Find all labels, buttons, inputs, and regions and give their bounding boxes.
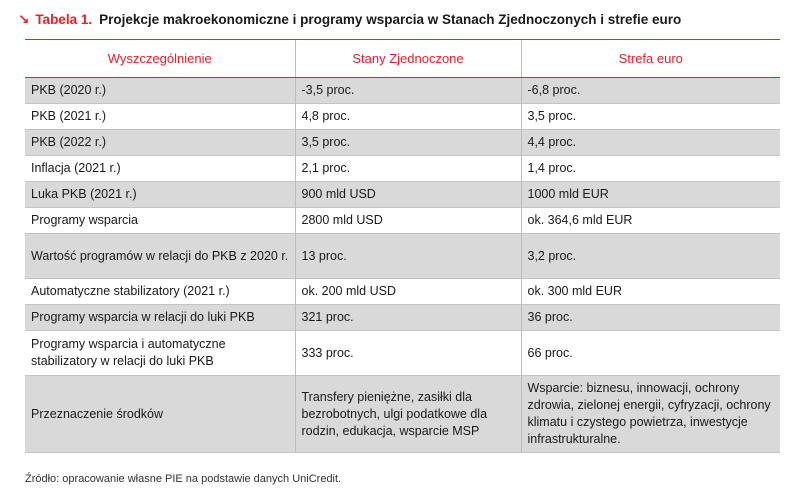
row-label: PKB (2022 r.) <box>25 129 295 156</box>
eurozone-value: -6,8 proc. <box>520 77 780 104</box>
row-label: Programy wsparcia w relacji do luki PKB <box>25 304 295 331</box>
eurozone-value: Wsparcie: biznesu, innowacji, ochrony zd… <box>520 375 780 453</box>
us-value: ok. 200 mld USD <box>294 278 521 305</box>
row-label: Automatyczne stabilizatory (2021 r.) <box>25 278 295 305</box>
us-value: 333 proc. <box>294 330 521 376</box>
eurozone-value: 4,4 proc. <box>520 129 780 156</box>
table-row: Programy wsparcia i automatyczne stabili… <box>25 330 780 376</box>
row-label: Programy wsparcia <box>25 207 295 234</box>
eurozone-value: 3,2 proc. <box>520 233 780 279</box>
table-row: Przeznaczenie środków Transfery pieniężn… <box>25 375 780 453</box>
row-label: Wartość programów w relacji do PKB z 202… <box>25 233 295 279</box>
source-note: Źródło: opracowanie własne PIE na podsta… <box>25 473 342 485</box>
us-value: 2,1 proc. <box>294 155 521 182</box>
header-cell-eurozone: Strefa euro <box>520 39 780 78</box>
row-label: Luka PKB (2021 r.) <box>25 181 295 208</box>
us-value: 3,5 proc. <box>294 129 521 156</box>
table-title-text: Projekcje makroekonomiczne i programy ws… <box>99 12 682 27</box>
table-row: Inflacja (2021 r.) 2,1 proc. 1,4 proc. <box>25 155 780 182</box>
eurozone-value: ok. 364,6 mld EUR <box>520 207 780 234</box>
row-label: PKB (2020 r.) <box>25 77 295 104</box>
us-value: Transfery pieniężne, zasiłki dla bezrobo… <box>294 375 521 453</box>
header-row: Wyszczególnienie Stany Zjednoczone Stref… <box>25 39 780 78</box>
eurozone-value: 1,4 proc. <box>520 155 780 182</box>
us-value: 13 proc. <box>294 233 521 279</box>
eurozone-value: 66 proc. <box>520 330 780 376</box>
arrow-down-right-icon: ↘ <box>18 12 30 27</box>
table-row: PKB (2021 r.) 4,8 proc. 3,5 proc. <box>25 103 780 130</box>
eurozone-value: 1000 mld EUR <box>520 181 780 208</box>
us-value: -3,5 proc. <box>294 77 521 104</box>
row-label: PKB (2021 r.) <box>25 103 295 130</box>
table-row: PKB (2020 r.) -3,5 proc. -6,8 proc. <box>25 77 780 104</box>
table-row: Programy wsparcia 2800 mld USD ok. 364,6… <box>25 207 780 234</box>
table-row: PKB (2022 r.) 3,5 proc. 4,4 proc. <box>25 129 780 156</box>
us-value: 900 mld USD <box>294 181 521 208</box>
eurozone-value: ok. 300 mld EUR <box>520 278 780 305</box>
table-row: Wartość programów w relacji do PKB z 202… <box>25 233 780 279</box>
table-title: ↘ Tabela 1. Projekcje makroekonomiczne i p… <box>18 12 681 28</box>
us-value: 321 proc. <box>294 304 521 331</box>
us-value: 4,8 proc. <box>294 103 521 130</box>
row-label: Programy wsparcia i automatyczne stabili… <box>25 330 295 376</box>
row-label: Inflacja (2021 r.) <box>25 155 295 182</box>
eurozone-value: 36 proc. <box>520 304 780 331</box>
table-row: Programy wsparcia w relacji do luki PKB … <box>25 304 780 331</box>
header-cell-us: Stany Zjednoczone <box>294 39 521 78</box>
us-value: 2800 mld USD <box>294 207 521 234</box>
table-row: Automatyczne stabilizatory (2021 r.) ok.… <box>25 278 780 305</box>
table-row: Luka PKB (2021 r.) 900 mld USD 1000 mld … <box>25 181 780 208</box>
row-label: Przeznaczenie środków <box>25 375 295 453</box>
table-label: Tabela 1. <box>35 12 93 27</box>
header-cell-item: Wyszczególnienie <box>25 39 295 78</box>
data-table: Wyszczególnienie Stany Zjednoczone Stref… <box>25 39 780 453</box>
eurozone-value: 3,5 proc. <box>520 103 780 130</box>
